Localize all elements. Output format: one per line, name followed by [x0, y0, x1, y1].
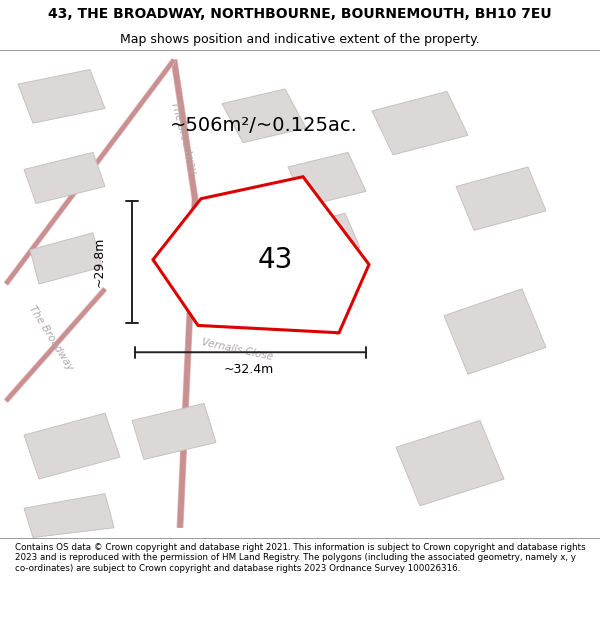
Text: ~506m²/~0.125ac.: ~506m²/~0.125ac.: [170, 116, 358, 135]
Text: 43: 43: [258, 246, 293, 274]
Polygon shape: [294, 213, 360, 259]
Text: Contains OS data © Crown copyright and database right 2021. This information is : Contains OS data © Crown copyright and d…: [15, 542, 586, 572]
Polygon shape: [222, 89, 306, 142]
Polygon shape: [18, 69, 105, 123]
Polygon shape: [372, 91, 468, 155]
Polygon shape: [30, 232, 102, 284]
Polygon shape: [24, 152, 105, 204]
Text: The Broadway: The Broadway: [27, 304, 75, 372]
Polygon shape: [24, 494, 114, 538]
Text: Vernalls Close: Vernalls Close: [200, 338, 274, 362]
Text: ~29.8m: ~29.8m: [92, 237, 106, 288]
Text: 43, THE BROADWAY, NORTHBOURNE, BOURNEMOUTH, BH10 7EU: 43, THE BROADWAY, NORTHBOURNE, BOURNEMOU…: [48, 7, 552, 21]
Polygon shape: [396, 421, 504, 506]
Polygon shape: [153, 177, 369, 332]
Polygon shape: [24, 413, 120, 479]
Polygon shape: [132, 404, 216, 459]
Polygon shape: [276, 253, 336, 296]
Polygon shape: [444, 289, 546, 374]
Text: ~32.4m: ~32.4m: [224, 362, 274, 376]
Polygon shape: [456, 167, 546, 231]
Text: The Broadway: The Broadway: [169, 101, 197, 175]
Text: Map shows position and indicative extent of the property.: Map shows position and indicative extent…: [120, 32, 480, 46]
Polygon shape: [288, 152, 366, 206]
